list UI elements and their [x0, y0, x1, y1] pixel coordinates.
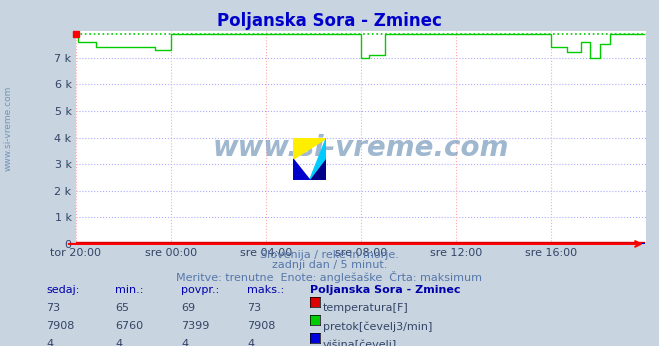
Text: pretok[čevelj3/min]: pretok[čevelj3/min]: [323, 321, 432, 332]
Text: maks.:: maks.:: [247, 285, 285, 295]
Polygon shape: [293, 159, 310, 180]
Text: 4: 4: [247, 339, 254, 346]
Text: 4: 4: [115, 339, 123, 346]
Text: 7908: 7908: [46, 321, 74, 331]
Text: povpr.:: povpr.:: [181, 285, 219, 295]
Text: sedaj:: sedaj:: [46, 285, 80, 295]
Text: 7908: 7908: [247, 321, 275, 331]
Text: Poljanska Sora - Zminec: Poljanska Sora - Zminec: [217, 12, 442, 30]
Text: www.si-vreme.com: www.si-vreme.com: [213, 134, 509, 162]
Text: 73: 73: [247, 303, 261, 313]
Text: 73: 73: [46, 303, 60, 313]
Text: Slovenija / reke in morje.: Slovenija / reke in morje.: [260, 250, 399, 260]
Text: 65: 65: [115, 303, 129, 313]
Text: 4: 4: [181, 339, 188, 346]
Text: 69: 69: [181, 303, 195, 313]
Polygon shape: [310, 138, 326, 180]
Text: temperatura[F]: temperatura[F]: [323, 303, 409, 313]
Text: 4: 4: [46, 339, 53, 346]
Polygon shape: [293, 138, 326, 159]
Text: zadnji dan / 5 minut.: zadnji dan / 5 minut.: [272, 260, 387, 270]
Text: min.:: min.:: [115, 285, 144, 295]
Text: 6760: 6760: [115, 321, 144, 331]
Polygon shape: [310, 159, 326, 180]
Text: 7399: 7399: [181, 321, 210, 331]
Text: Meritve: trenutne  Enote: anglešaške  Črta: maksimum: Meritve: trenutne Enote: anglešaške Črta…: [177, 271, 482, 283]
Text: Poljanska Sora - Zminec: Poljanska Sora - Zminec: [310, 285, 460, 295]
Text: www.si-vreme.com: www.si-vreme.com: [3, 85, 13, 171]
Text: višina[čevelj]: višina[čevelj]: [323, 339, 397, 346]
